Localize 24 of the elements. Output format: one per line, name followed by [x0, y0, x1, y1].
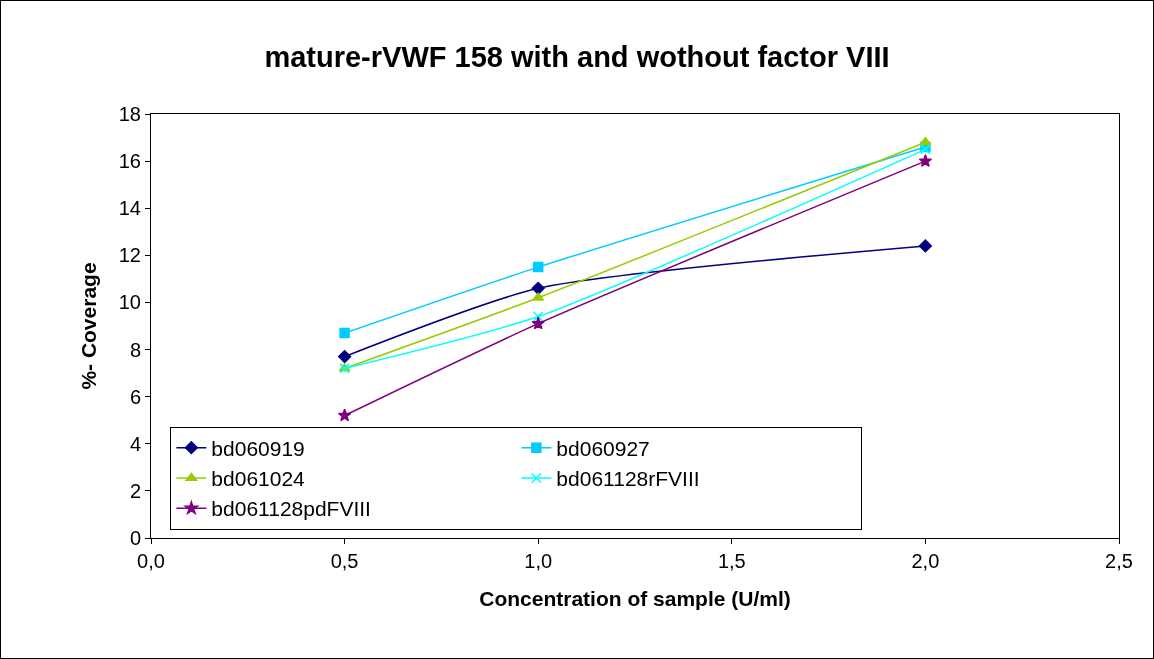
x-tick-label: 1,5 — [717, 550, 746, 572]
x-axis-title: Concentration of sample (U/ml) — [479, 587, 791, 611]
y-tick-label: 2 — [129, 479, 141, 502]
x-tick-label: 0,5 — [330, 550, 359, 572]
x-tick-label: 1,0 — [524, 550, 553, 572]
y-tick-label: 6 — [129, 385, 141, 408]
y-tick-label: 0 — [129, 527, 141, 549]
y-tick-label: 10 — [118, 291, 141, 314]
legend-label: bd061128rFVIII — [556, 467, 700, 491]
legend-label: bd060919 — [211, 436, 305, 460]
y-tick-label: 8 — [129, 338, 141, 361]
y-tick-label: 12 — [118, 244, 141, 267]
y-tick-label: 18 — [118, 103, 141, 125]
x-tick-label: 2,5 — [1105, 550, 1133, 572]
legend-label: bd060927 — [556, 436, 650, 460]
legend-label: bd061024 — [211, 467, 306, 491]
chart-title: mature-rVWF 158 with and wothout factor VIII — [264, 41, 890, 74]
x-tick-label: 2,0 — [911, 550, 940, 572]
legend-label: bd061128pdFVIII — [211, 497, 371, 521]
y-tick-label: 4 — [129, 432, 141, 455]
x-tick-label: 0,0 — [137, 550, 165, 572]
y-tick-label: 14 — [118, 197, 141, 220]
y-axis-title: %- Coverage — [76, 262, 100, 390]
y-tick-label: 16 — [118, 150, 141, 173]
